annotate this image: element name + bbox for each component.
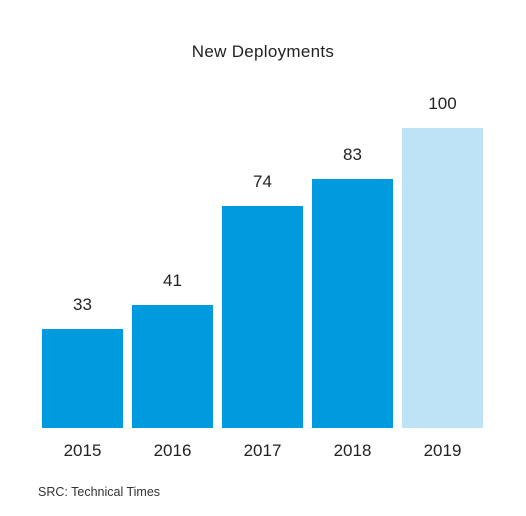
value-label-2015: 33 [73, 295, 92, 314]
bar-2017 [222, 206, 303, 428]
x-tick-label-2018: 2018 [334, 441, 372, 460]
x-tick-label-2019: 2019 [424, 441, 462, 460]
value-label-2019: 100 [428, 94, 456, 113]
x-tick-labels-layer: 2015 2016 2017 2018 2019 [64, 441, 462, 460]
value-label-2018: 83 [343, 145, 362, 164]
x-tick-label-2015: 2015 [64, 441, 102, 460]
bar-2019 [402, 128, 483, 428]
source-note: SRC: Technical Times [38, 485, 161, 499]
value-label-2017: 74 [253, 172, 272, 191]
x-tick-label-2017: 2017 [244, 441, 282, 460]
bar-2018 [312, 179, 393, 428]
bar-2016 [132, 305, 213, 428]
bars-layer [42, 128, 483, 428]
x-tick-label-2016: 2016 [154, 441, 192, 460]
bar-2015 [42, 329, 123, 428]
value-label-2016: 41 [163, 271, 182, 290]
chart-title: New Deployments [191, 42, 335, 61]
value-labels-layer: 33 41 74 83 100 [73, 94, 457, 314]
